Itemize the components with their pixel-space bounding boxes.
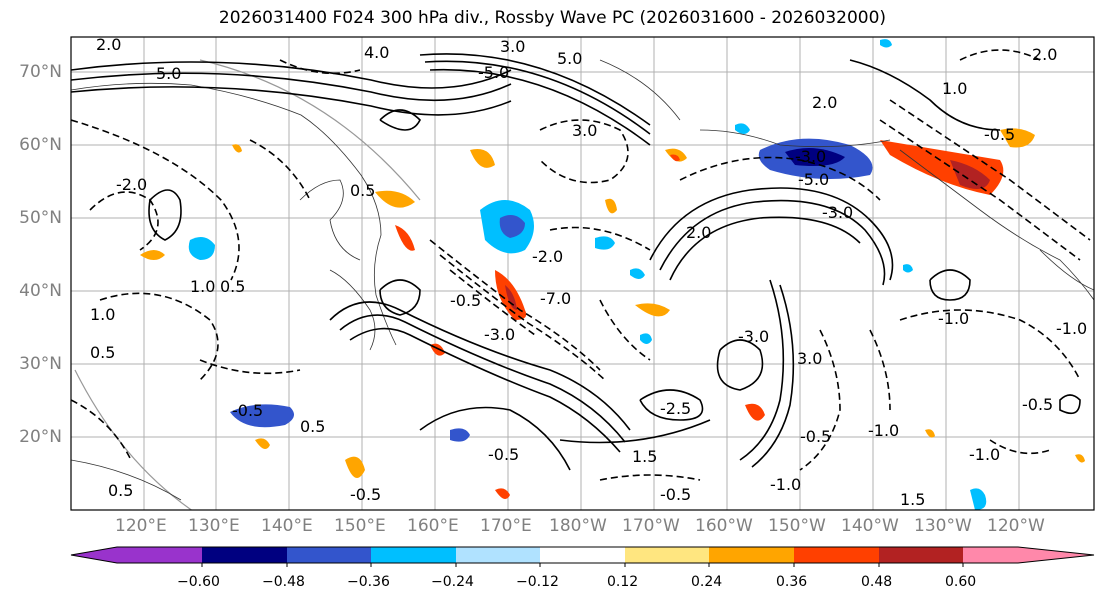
lon-label: 140°W	[841, 516, 899, 536]
colorbar-tick-label: 0.48	[861, 574, 893, 590]
contour-label: -0.5	[232, 401, 263, 420]
contour-label: 0.5	[300, 417, 325, 436]
contour-label: 0.5	[108, 481, 133, 500]
lon-label: 120°W	[987, 516, 1045, 536]
lon-label: 170°E	[480, 516, 532, 536]
colorbar-tick-label: −0.48	[262, 574, 305, 590]
lon-label: 170°W	[622, 516, 680, 536]
contour-label: 1.5	[900, 490, 925, 509]
lat-label-70n: 70°N	[19, 62, 62, 82]
contour-label: -2.5	[660, 399, 691, 418]
contour-label: 1.0	[190, 277, 215, 296]
contour-label: -2.0	[532, 247, 563, 266]
contour-label: -1.0	[969, 445, 1000, 464]
contour-label: -0.5	[1022, 395, 1053, 414]
lat-label-20n: 20°N	[19, 427, 62, 447]
contour-label: 1.5	[632, 447, 657, 466]
lon-label: 160°E	[407, 516, 459, 536]
colorbar-tick-label: 0.12	[607, 574, 639, 590]
contour-label: -3.0	[822, 203, 853, 222]
lon-label: 130°W	[914, 516, 972, 536]
rossby-contours-solid	[71, 53, 1081, 471]
graticule	[71, 37, 1094, 510]
lat-label-40n: 40°N	[19, 281, 62, 301]
map-frame	[70, 36, 1095, 511]
contour-label: 4.0	[364, 43, 389, 62]
contour-label: 0.5	[220, 277, 245, 296]
contour-label: -3.0	[484, 325, 515, 344]
lat-label-30n: 30°N	[19, 354, 62, 374]
domain-arc	[199, 59, 421, 201]
colorbar-tick-label: 0.60	[945, 574, 977, 590]
contour-label: -0.5	[450, 291, 481, 310]
lon-label: 120°E	[115, 516, 167, 536]
colorbar-tick-label: −0.24	[431, 574, 474, 590]
contour-label: -0.5	[488, 445, 519, 464]
lon-label: 150°E	[334, 516, 386, 536]
contour-label: 0.5	[90, 343, 115, 362]
contour-label: -5.0	[798, 170, 829, 189]
contour-label: 0.5	[350, 181, 375, 200]
contour-labels: 2.0 4.0 5.0 3.0 5.0 -5.0 2.0 1.0 -0.5 3.…	[90, 35, 1087, 509]
colorbar-tick-label: −0.36	[347, 574, 390, 590]
contour-label: -0.5	[660, 485, 691, 504]
contour-label: 1.0	[942, 79, 967, 98]
contour-label: 2.0	[686, 223, 711, 242]
contour-label: 3.0	[500, 37, 525, 56]
contour-label: -3.0	[738, 327, 769, 346]
contour-label: -0.5	[800, 427, 831, 446]
contour-label: -5.0	[478, 63, 509, 82]
contour-label: 2.0	[96, 35, 121, 54]
lat-label-60n: 60°N	[19, 135, 62, 155]
contour-label: -0.5	[984, 125, 1015, 144]
colorbar-tick-label: −0.12	[516, 574, 559, 590]
colorbar-tick-label: 0.36	[776, 574, 808, 590]
contour-label: 3.0	[572, 121, 597, 140]
lon-label: 160°W	[695, 516, 753, 536]
map-frame-bg	[71, 37, 1094, 510]
contour-label: 5.0	[557, 49, 582, 68]
divergence-shading	[140, 39, 1085, 510]
contour-label: 3.0	[797, 349, 822, 368]
domain-arc	[74, 369, 193, 510]
lon-label: 180°W	[549, 516, 607, 536]
rossby-contours-dashed	[71, 49, 1091, 481]
lat-label-50n: 50°N	[19, 208, 62, 228]
coastlines	[71, 59, 1094, 501]
colorbar-tick-label: −0.60	[177, 574, 220, 590]
map-title: 2026031400 F024 300 hPa div., Rossby Wav…	[218, 8, 887, 28]
contour-label: -1.0	[868, 421, 899, 440]
contour-label: -1.0	[770, 475, 801, 494]
lon-label: 140°E	[261, 516, 313, 536]
contour-label: -7.0	[540, 289, 571, 308]
contour-label: -0.5	[350, 485, 381, 504]
contour-label: 5.0	[156, 64, 181, 83]
contour-label: 2.0	[812, 93, 837, 112]
colorbar-tick-label: 0.24	[691, 574, 723, 590]
lon-label: 130°E	[188, 516, 240, 536]
contour-label: -2.0	[116, 175, 147, 194]
contour-label: -1.0	[938, 309, 969, 328]
contour-label: 1.0	[90, 305, 115, 324]
contour-label: -1.0	[1056, 319, 1087, 338]
contour-label: 2.0	[1032, 45, 1057, 64]
lon-label: 150°W	[768, 516, 826, 536]
contour-label: -3.0	[795, 147, 826, 166]
